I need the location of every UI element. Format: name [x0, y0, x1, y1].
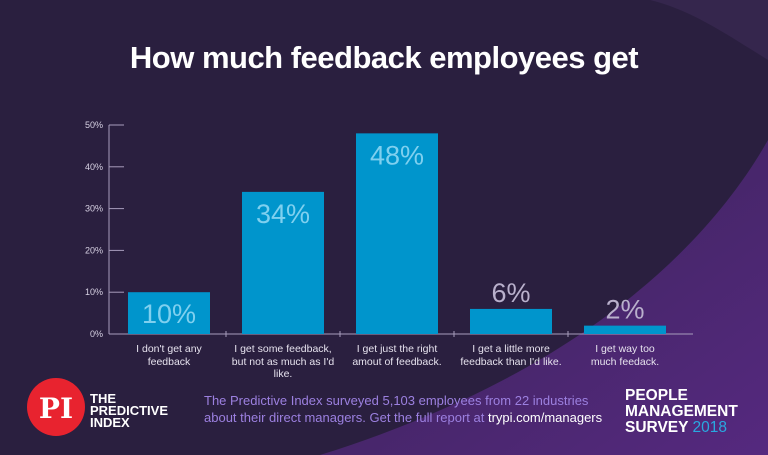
chart-title: How much feedback employees get — [129, 40, 639, 75]
bar — [128, 292, 210, 334]
y-tick-label: 30% — [85, 204, 103, 214]
footer-line-1: The Predictive Index surveyed 5,103 empl… — [204, 393, 589, 408]
logo-line: THE — [90, 391, 116, 406]
data-label: 10% — [142, 299, 196, 329]
data-label: 34% — [256, 199, 310, 229]
data-label: 48% — [370, 140, 424, 170]
survey-line: PEOPLE — [625, 387, 688, 404]
logo-text: THE PREDICTIVE INDEX — [90, 391, 169, 430]
y-tick-label: 40% — [85, 162, 103, 172]
y-tick-label: 50% — [85, 120, 103, 130]
category-label: I don't get any feedback — [136, 343, 202, 368]
report-link[interactable]: trypi.com/managers — [487, 410, 603, 425]
y-tick-label: 10% — [85, 287, 103, 297]
logo-line: INDEX — [90, 415, 130, 430]
category-label: I get a little more feedback than I'd lik… — [460, 343, 562, 368]
survey-line: SURVEY — [625, 419, 689, 436]
bar — [242, 191, 324, 334]
bar — [584, 325, 666, 334]
logo-mark: PI — [39, 392, 73, 425]
y-tick-label: 20% — [85, 245, 103, 255]
bar — [356, 133, 438, 334]
data-label: 2% — [605, 295, 644, 325]
y-tick-label: 0% — [90, 329, 103, 339]
category-label: I get just the right amout of feedback. — [352, 343, 442, 368]
data-label: 6% — [491, 278, 530, 308]
footer-note: The Predictive Index surveyed 5,103 empl… — [204, 392, 602, 426]
logo-line: PREDICTIVE — [90, 403, 169, 418]
survey-line: MANAGEMENT — [625, 403, 738, 420]
survey-year: 2018 — [692, 419, 727, 436]
category-label: I get way too much feedack. — [590, 343, 660, 368]
survey-badge: PEOPLE MANAGEMENT SURVEY 2018 — [625, 388, 738, 436]
footer-line-2: about their direct managers. Get the ful… — [204, 410, 488, 425]
category-label: I get some feedback, but not as much as I… — [231, 343, 335, 380]
bar — [470, 308, 552, 334]
predictive-index-logo: PI — [27, 378, 85, 436]
